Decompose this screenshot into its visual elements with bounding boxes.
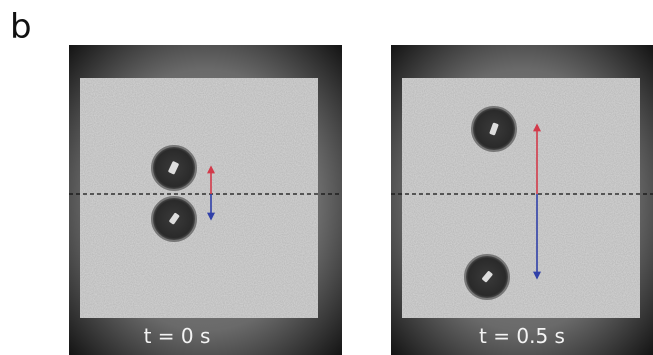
figure-panel: b t = 0 s t = 0.5 s xyxy=(0,0,653,355)
page: {"panel_label": "b", "images": [{"captio… xyxy=(0,0,653,355)
micrograph: t = 0.5 s xyxy=(391,45,653,355)
panel-label: b xyxy=(10,7,32,47)
caption: t = 0 s xyxy=(144,324,211,348)
micrograph: t = 0 s xyxy=(69,45,342,355)
caption: t = 0.5 s xyxy=(479,324,565,348)
